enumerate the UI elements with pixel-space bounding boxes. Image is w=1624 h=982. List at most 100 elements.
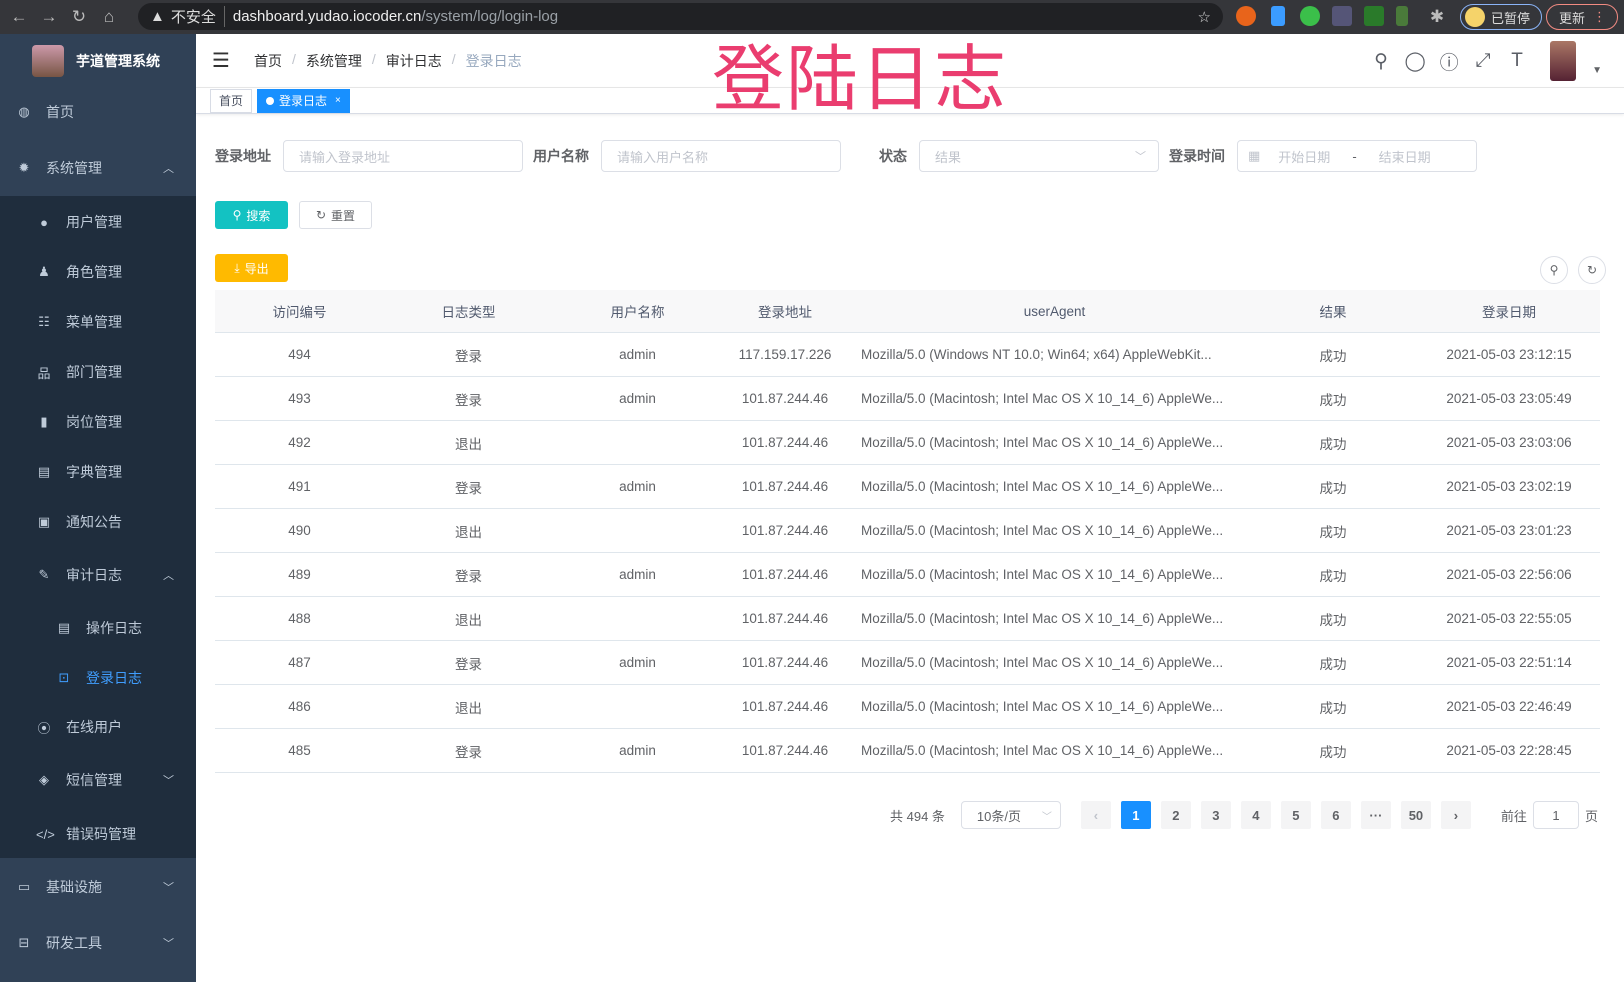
sidebar-item-notice[interactable]: ▣ 通知公告 — [0, 497, 196, 547]
pagination: 共 494 条 10条/页 ﹀ ‹ 1 2 3 4 5 6 ··· 50 › 前往 1 页 — [890, 801, 1598, 829]
table-cell: 492 — [288, 435, 311, 450]
extension-icon[interactable] — [1236, 6, 1256, 26]
bookmark-star-icon[interactable]: ☆ — [1197, 8, 1211, 26]
table-cell: 2021-05-03 23:01:23 — [1446, 523, 1572, 538]
page-button[interactable]: 4 — [1240, 801, 1271, 829]
profile-paused-button[interactable]: 已暂停 — [1460, 4, 1542, 30]
extension-icon[interactable] — [1364, 6, 1384, 26]
table-row[interactable]: 493 登录 admin 101.87.244.46 Mozilla/5.0 (Maci… — [215, 377, 1600, 421]
table-cell: 491 — [288, 479, 311, 494]
help-icon[interactable]: ⓘ — [1439, 52, 1459, 74]
column-header: 结果 — [1319, 305, 1347, 320]
sidebar-logo[interactable]: 芋道管理系统 — [0, 34, 196, 88]
table-cell: 101.87.244.46 — [741, 699, 829, 714]
date-range-picker[interactable]: ▦ 开始日期 - 结束日期 — [1237, 140, 1477, 172]
update-label: 更新 — [1559, 10, 1586, 26]
hamburger-icon[interactable]: ☰ — [212, 50, 230, 72]
caret-down-icon[interactable]: ▼ — [1592, 64, 1602, 76]
update-button[interactable]: 更新 ⋮ — [1546, 4, 1618, 30]
table-row[interactable]: 487 登录 admin 101.87.244.46 Mozilla/5.0 (Maci… — [215, 641, 1600, 685]
addr-input[interactable]: 请输入登录地址 — [283, 140, 523, 172]
reload-icon[interactable]: ↻ — [71, 7, 87, 26]
sidebar-item-devtools[interactable]: ⊟ 研发工具 ﹀ — [0, 918, 196, 968]
home-icon[interactable]: ⌂ — [103, 7, 115, 26]
download-icon: ⤓ — [234, 260, 240, 275]
back-icon[interactable]: ← — [10, 7, 28, 26]
label: 岗位管理 — [66, 414, 122, 430]
page-button[interactable]: ··· — [1360, 801, 1391, 829]
extension-icon[interactable] — [1332, 6, 1352, 26]
navbar-actions: ⚲ ◯ ⓘ ⤢ T ▼ — [1364, 34, 1624, 88]
table-row[interactable]: 492 退出 101.87.244.46 Mozilla/5.0 (Macintosh… — [215, 421, 1600, 465]
address-bar[interactable]: ▲ 不安全 dashboard.yudao.iocoder.cn/system/… — [138, 3, 1223, 30]
sidebar-item-menu[interactable]: ☷ 菜单管理 — [0, 297, 196, 347]
page-button[interactable]: 2 — [1160, 801, 1191, 829]
username-input[interactable]: 请输入用户名称 — [601, 140, 841, 172]
sidebar-item-loginlog[interactable]: ⊡ 登录日志 — [0, 653, 196, 703]
export-button[interactable]: ⤓ 导出 — [215, 254, 288, 282]
sidebar-item-dict[interactable]: ▤ 字典管理 — [0, 447, 196, 497]
forward-icon[interactable]: → — [40, 7, 58, 26]
table-cell: admin — [619, 347, 656, 362]
table-cell: 退出 — [455, 524, 482, 540]
sidebar-item-audit[interactable]: ✎ 审计日志 ︿ — [0, 550, 196, 600]
separator: / — [451, 50, 456, 67]
font-size-icon[interactable]: T — [1511, 50, 1523, 71]
fullscreen-icon[interactable]: ⤢ — [1475, 50, 1491, 71]
page-button[interactable]: 6 — [1320, 801, 1351, 829]
goto-page-input[interactable]: 1 — [1532, 801, 1579, 829]
page-size-select[interactable]: 10条/页 ﹀ — [960, 801, 1061, 829]
extension-icon[interactable] — [1300, 6, 1320, 26]
table-cell: 成功 — [1319, 436, 1347, 452]
sidebar-item-sms[interactable]: ◈ 短信管理 ﹀ — [0, 755, 196, 805]
breadcrumb-item[interactable]: 首页 — [254, 52, 282, 69]
extension-icon[interactable] — [1271, 6, 1285, 26]
sidebar-item-system[interactable]: ✹ 系统管理 ︿ — [0, 143, 196, 193]
search-button[interactable]: ⚲ 搜索 — [215, 201, 288, 229]
table-cell: Mozilla/5.0 (Macintosh; Intel Mac OS X 1… — [861, 567, 1224, 582]
toggle-search-button[interactable]: ⚲ — [1540, 256, 1568, 284]
value: 1 — [1552, 807, 1560, 823]
puzzle-icon[interactable]: ✱ — [1429, 7, 1445, 26]
sidebar-item-oplog[interactable]: ▤ 操作日志 — [0, 603, 196, 653]
sidebar-item-post[interactable]: ▮ 岗位管理 — [0, 397, 196, 447]
page-button[interactable]: 3 — [1200, 801, 1231, 829]
table-cell: 2021-05-03 23:02:19 — [1446, 479, 1572, 494]
sidebar-item-user[interactable]: ● 用户管理 — [0, 197, 196, 247]
table-cell: 登录 — [455, 568, 482, 584]
dashboard-icon: ◍ — [18, 104, 30, 119]
github-icon[interactable]: ◯ — [1404, 50, 1426, 72]
table-cell: 登录 — [455, 480, 482, 496]
status-select[interactable]: 结果 ﹀ — [919, 140, 1159, 172]
table-row[interactable]: 489 登录 admin 101.87.244.46 Mozilla/5.0 (Maci… — [215, 553, 1600, 597]
table-row[interactable]: 490 退出 101.87.244.46 Mozilla/5.0 (Macintosh… — [215, 509, 1600, 553]
extension-icon[interactable] — [1396, 6, 1408, 26]
page-button[interactable]: 1 — [1120, 801, 1151, 829]
breadcrumb-item: 登录日志 — [465, 52, 522, 69]
breadcrumb-item[interactable]: 审计日志 — [385, 52, 442, 69]
refresh-button[interactable]: ↻ — [1578, 256, 1606, 284]
close-icon[interactable]: × — [335, 95, 341, 106]
sidebar-item-infra[interactable]: ▭ 基础设施 ﹀ — [0, 862, 196, 912]
page-button[interactable]: 5 — [1280, 801, 1311, 829]
table-cell: Mozilla/5.0 (Macintosh; Intel Mac OS X 1… — [861, 523, 1224, 538]
sidebar-item-online[interactable]: ⦿ 在线用户 — [0, 702, 196, 752]
table-row[interactable]: 488 退出 101.87.244.46 Mozilla/5.0 (Macintosh… — [215, 597, 1600, 641]
avatar[interactable] — [1550, 41, 1577, 81]
search-icon[interactable]: ⚲ — [1374, 50, 1389, 72]
table-row[interactable]: 494 登录 admin 117.159.17.226 Mozilla/5.0 (Win… — [215, 333, 1600, 377]
page-button[interactable]: 50 — [1400, 801, 1431, 829]
sidebar-item-dept[interactable]: 品部门管理 — [0, 347, 196, 397]
table-row[interactable]: 491 登录 admin 101.87.244.46 Mozilla/5.0 (Maci… — [215, 465, 1600, 509]
sidebar-item-home[interactable]: ◍ 首页 — [0, 87, 196, 137]
tag-home[interactable]: 首页 — [210, 88, 253, 113]
breadcrumb-item[interactable]: 系统管理 — [305, 52, 362, 69]
next-page-button[interactable]: › — [1440, 801, 1471, 829]
prev-page-button[interactable]: ‹ — [1080, 801, 1111, 829]
sidebar-item-errcode[interactable]: </> 错误码管理 — [0, 809, 196, 859]
tag-current[interactable]: 登录日志 × — [257, 88, 350, 113]
table-row[interactable]: 486 退出 101.87.244.46 Mozilla/5.0 (Macintosh… — [215, 685, 1600, 729]
sidebar-item-role[interactable]: ♟ 角色管理 — [0, 247, 196, 297]
reset-button[interactable]: ↻ 重置 — [299, 201, 372, 229]
table-row[interactable]: 485 登录 admin 101.87.244.46 Mozilla/5.0 (Maci… — [215, 729, 1600, 773]
